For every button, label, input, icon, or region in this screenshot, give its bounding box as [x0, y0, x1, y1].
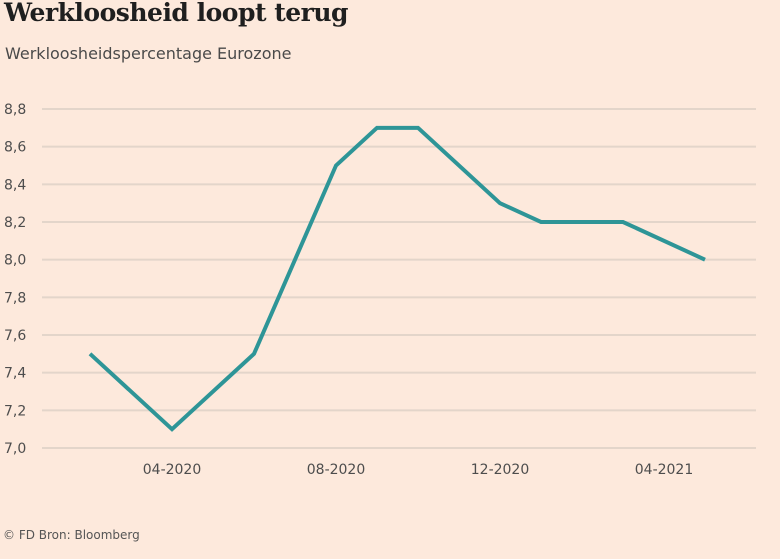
y-tick-label: 7,6 — [4, 328, 26, 344]
series-line — [88, 125, 706, 432]
y-tick-label: 8,0 — [4, 253, 26, 269]
x-tick-label: 12-2020 — [471, 462, 530, 478]
y-tick-label: 8,8 — [4, 102, 26, 118]
source-footer: © FD Bron: Bloomberg — [3, 528, 140, 542]
y-tick-label: 7,8 — [4, 290, 26, 306]
chart-title: Werkloosheid loopt terug — [4, 0, 348, 27]
y-tick-label: 8,6 — [4, 140, 26, 156]
x-tick-label: 04-2021 — [635, 462, 694, 478]
y-tick-label: 7,0 — [4, 441, 26, 457]
y-tick-label: 8,2 — [4, 215, 26, 231]
x-tick-label: 04-2020 — [143, 462, 202, 478]
x-tick-label: 08-2020 — [307, 462, 366, 478]
y-tick-label: 8,4 — [4, 177, 26, 193]
y-tick-label: 7,2 — [4, 403, 26, 419]
y-tick-label: 7,4 — [4, 366, 26, 382]
chart-subtitle: Werkloosheidspercentage Eurozone — [5, 44, 292, 63]
